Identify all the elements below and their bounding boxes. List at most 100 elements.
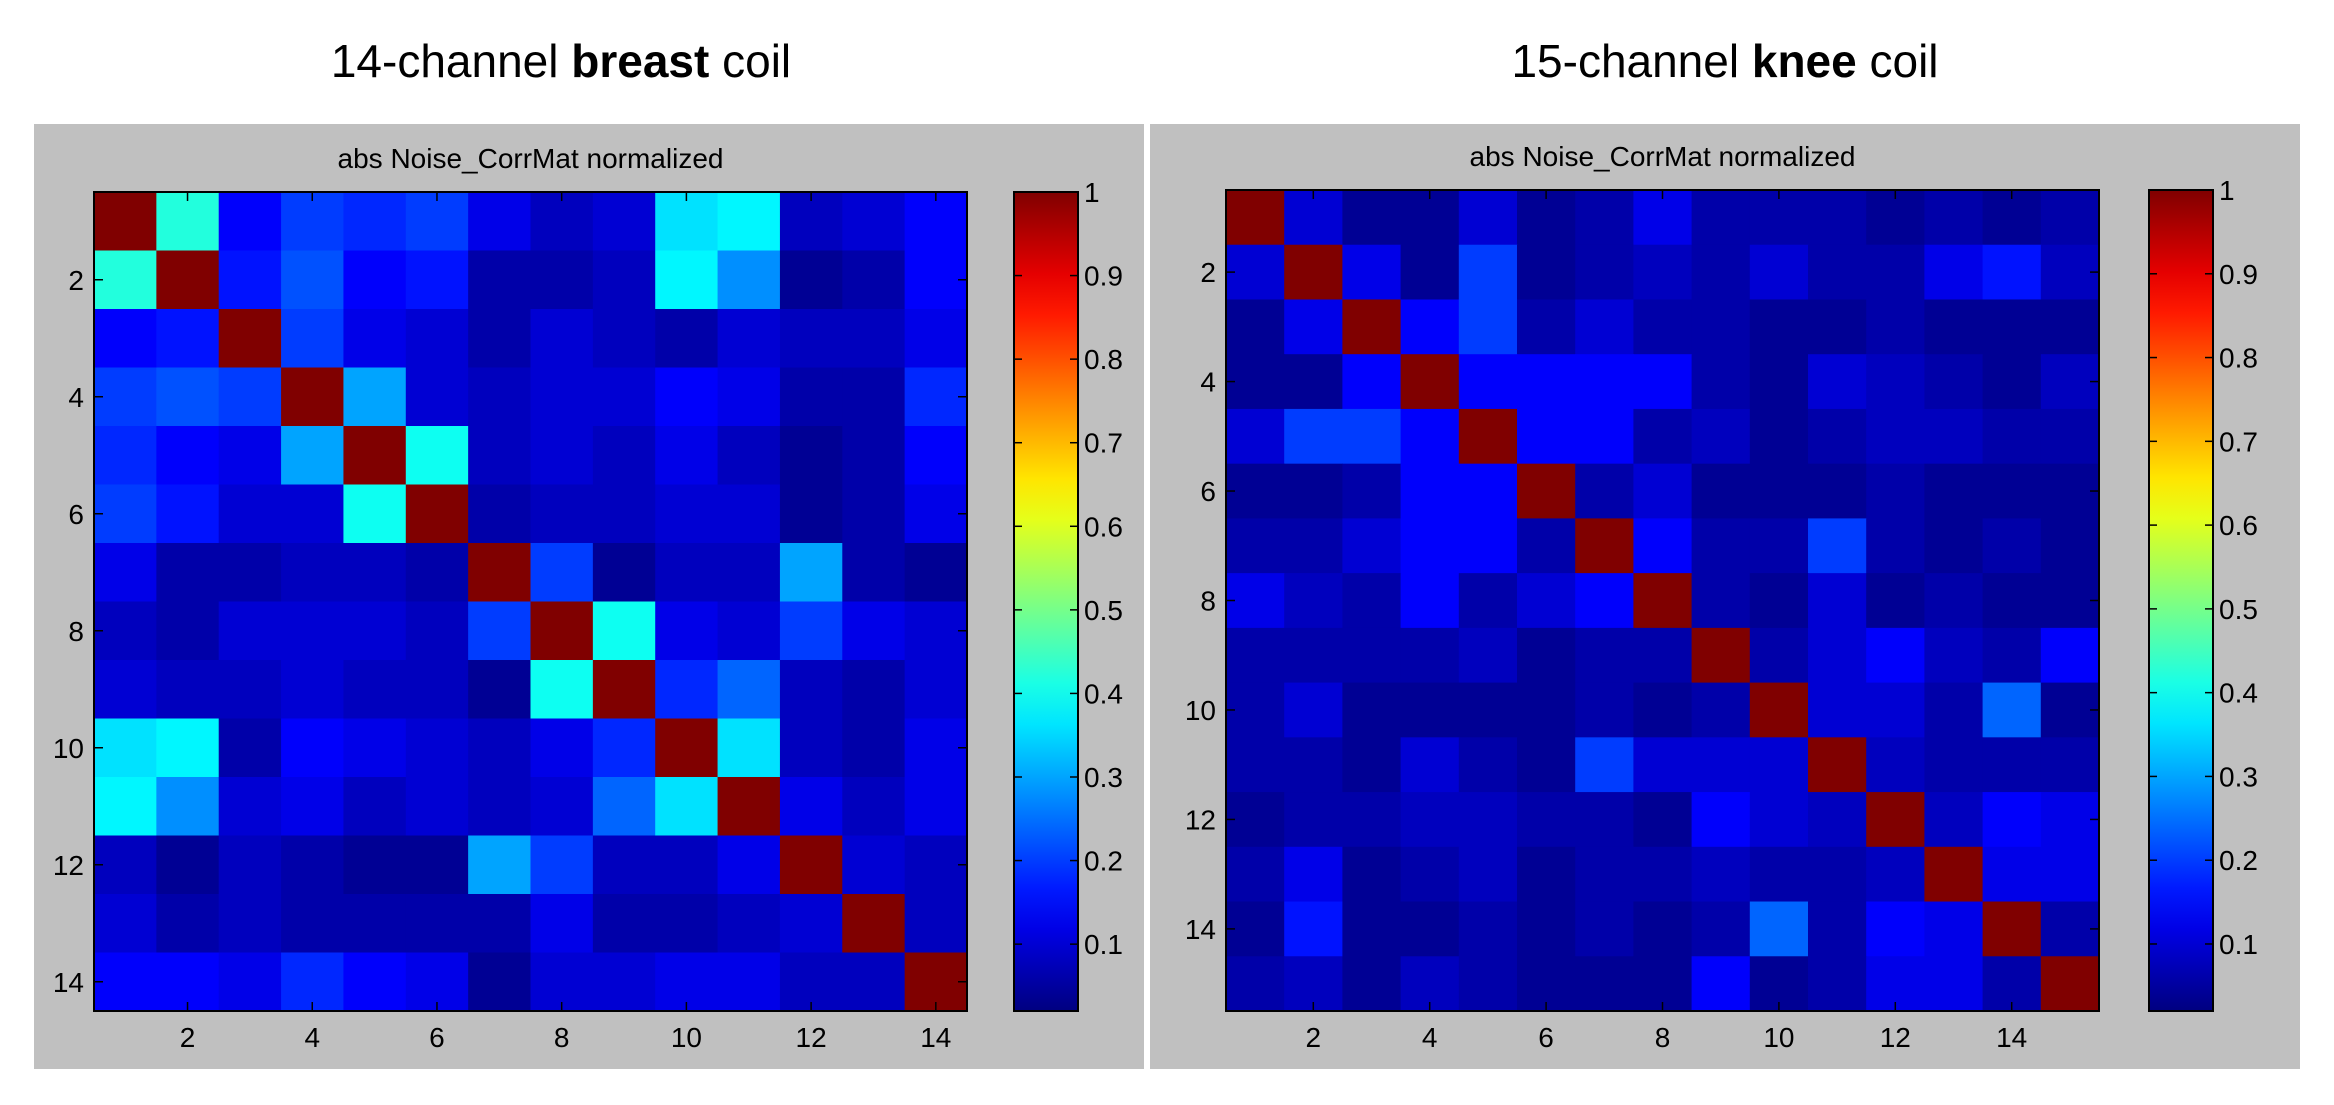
heatmap-cell xyxy=(1924,408,1984,465)
heatmap-cell xyxy=(1691,956,1751,1012)
heatmap-cell xyxy=(842,777,906,837)
heatmap-cell xyxy=(842,543,906,603)
heatmap-cell xyxy=(1284,518,1343,574)
heatmap-cell xyxy=(1284,244,1343,301)
heatmap-cell xyxy=(1749,190,1809,246)
heatmap-cell xyxy=(717,777,781,837)
heatmap-cell xyxy=(1691,846,1751,903)
heatmap-cell xyxy=(842,835,906,895)
heatmap-cell xyxy=(1517,846,1576,903)
heatmap-cell xyxy=(717,250,781,310)
heatmap-cell xyxy=(1575,463,1634,519)
x-tick-label: 6 xyxy=(1538,1022,1554,1053)
y-tick-label: 14 xyxy=(53,967,84,998)
colorbar xyxy=(1014,192,1078,1011)
heatmap-cell xyxy=(94,543,157,603)
heatmap-cell xyxy=(1284,901,1343,957)
heatmap-cell xyxy=(779,777,843,837)
heatmap-cell xyxy=(1575,354,1634,410)
heatmap-cell xyxy=(468,309,532,369)
heatmap-cell xyxy=(405,777,469,837)
plot-frame xyxy=(93,191,968,1012)
heatmap-cell xyxy=(655,250,719,310)
heatmap-cell xyxy=(1866,737,1925,793)
heatmap-cell xyxy=(2040,354,2100,410)
heatmap-cell xyxy=(94,894,157,954)
colorbar-tick-label: 0.7 xyxy=(2219,426,2258,457)
heatmap-cell xyxy=(1633,846,1693,903)
heatmap-cell xyxy=(2040,792,2100,848)
heatmap-cell xyxy=(468,426,532,486)
colorbar-frame xyxy=(1013,191,1079,1012)
heatmap-cell xyxy=(1575,956,1634,1012)
heatmap-cell xyxy=(156,718,220,778)
heatmap-cell xyxy=(156,835,220,895)
heatmap-cell xyxy=(904,718,968,778)
x-tick-label: 4 xyxy=(304,1022,320,1053)
heatmap-cell xyxy=(1284,463,1343,519)
heatmap-cell xyxy=(1226,408,1285,465)
heatmap-cell xyxy=(1982,463,2042,519)
heatmap-cell xyxy=(1808,354,1867,410)
heatmap-cell xyxy=(904,835,968,895)
heatmap-cell xyxy=(2040,901,2100,957)
heatmap-cell xyxy=(281,718,345,778)
heatmap-cell xyxy=(1342,573,1402,629)
heatmap-cell xyxy=(904,192,968,252)
heatmap-cell xyxy=(218,718,282,778)
heatmap-cell xyxy=(779,192,843,252)
heatmap-cell xyxy=(1808,299,1867,355)
heatmap-cell xyxy=(1342,244,1402,301)
heatmap-cell xyxy=(779,309,843,369)
heatmap-cell xyxy=(1866,518,1925,574)
figure-title-suffix: coil xyxy=(709,35,792,87)
x-tick-label: 8 xyxy=(1655,1022,1671,1053)
heatmap-cell xyxy=(655,660,719,720)
heatmap-cell xyxy=(1982,354,2042,410)
heatmap-cell xyxy=(1866,573,1925,629)
heatmap-cell xyxy=(717,952,781,1012)
heatmap-cell xyxy=(1808,901,1867,957)
heatmap-cell xyxy=(156,192,220,252)
heatmap-cell xyxy=(1226,354,1285,410)
heatmap-cell xyxy=(717,835,781,895)
heatmap-cell xyxy=(1749,627,1809,684)
heatmap-cell xyxy=(1633,901,1693,957)
figure-title-prefix: 14-channel xyxy=(330,35,572,87)
y-tick-label: 8 xyxy=(1200,586,1216,617)
heatmap-cell xyxy=(1458,463,1518,519)
heatmap-cell xyxy=(904,484,968,544)
heatmap-cell xyxy=(1691,792,1751,848)
heatmap-cell xyxy=(592,660,656,720)
heatmap-cell xyxy=(94,484,157,544)
heatmap-cell xyxy=(405,660,469,720)
heatmap-cell xyxy=(842,367,906,427)
heatmap-cell xyxy=(1866,408,1925,465)
x-tick-label: 10 xyxy=(671,1022,702,1053)
heatmap-cell xyxy=(1924,354,1984,410)
heatmap-cell xyxy=(1400,901,1460,957)
heatmap-cell xyxy=(779,601,843,661)
heatmap-cell xyxy=(842,250,906,310)
heatmap-cell xyxy=(343,192,407,252)
heatmap-cell xyxy=(1866,244,1925,301)
heatmap-cell xyxy=(1924,573,1984,629)
heatmap-cell xyxy=(530,952,594,1012)
heatmap-cell xyxy=(1866,299,1925,355)
heatmap-cell xyxy=(1691,518,1751,574)
heatmap-cell xyxy=(592,192,656,252)
heatmap-cell xyxy=(1342,846,1402,903)
heatmap-cell xyxy=(281,777,345,837)
heatmap-cell xyxy=(842,718,906,778)
y-tick-label: 10 xyxy=(1185,695,1216,726)
heatmap-cell xyxy=(779,660,843,720)
heatmap-cell xyxy=(281,367,345,427)
heatmap-cell xyxy=(281,543,345,603)
heatmap-cell xyxy=(1517,518,1576,574)
heatmap-cell xyxy=(1517,901,1576,957)
heatmap-cell xyxy=(94,718,157,778)
heatmap-cell xyxy=(530,894,594,954)
heatmap-cell xyxy=(218,543,282,603)
heatmap-cell xyxy=(655,543,719,603)
heatmap-cell xyxy=(655,601,719,661)
